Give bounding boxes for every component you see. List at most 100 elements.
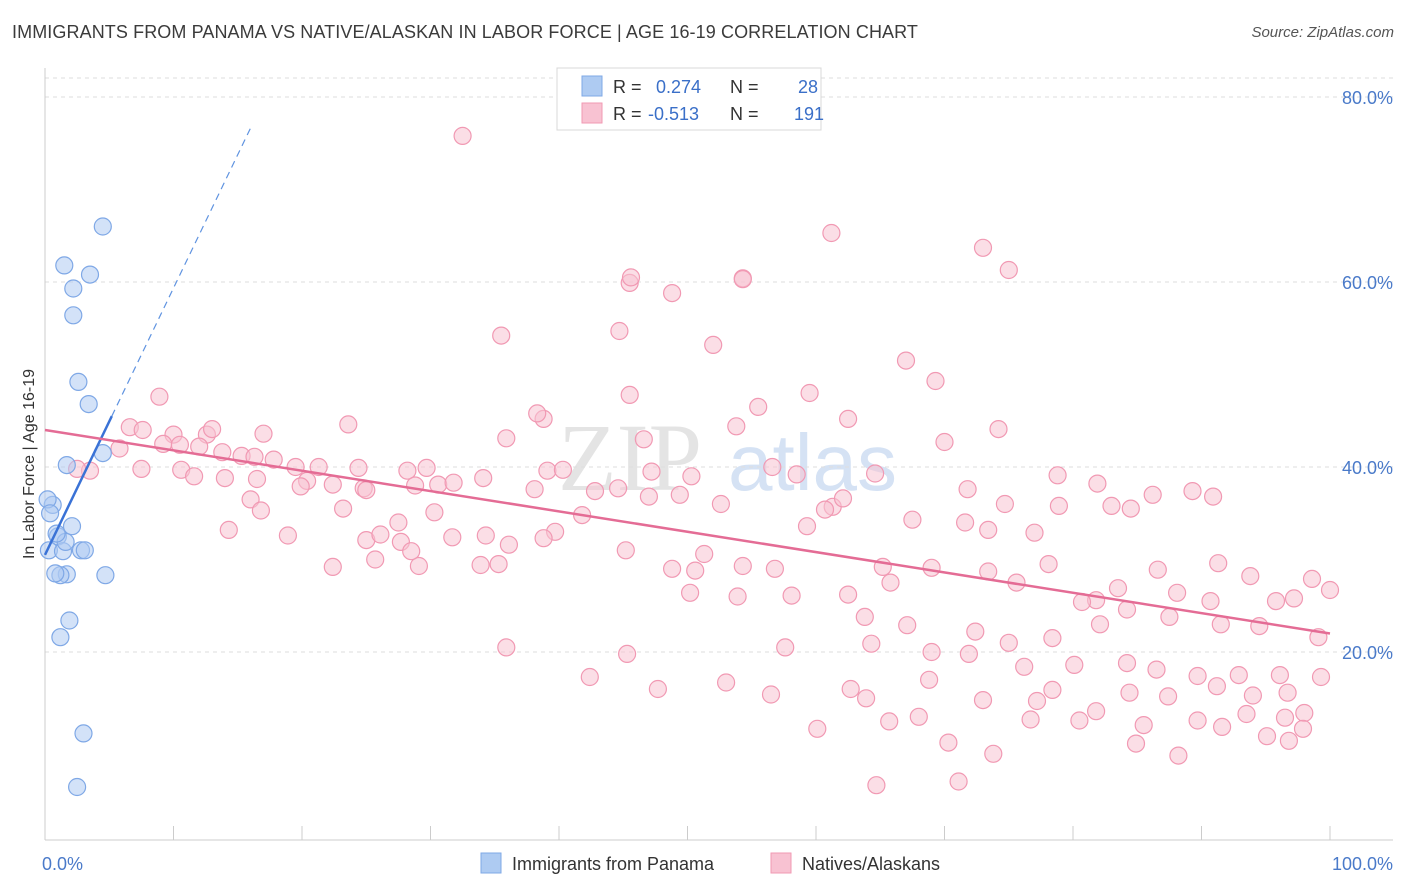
point-natives-68 xyxy=(444,473,463,492)
point-natives-19 xyxy=(150,387,169,406)
point-natives-49 xyxy=(474,469,493,488)
point-natives-116 xyxy=(323,557,342,577)
point-natives-23 xyxy=(989,420,1008,439)
point-natives-181 xyxy=(1237,704,1256,724)
point-natives-97 xyxy=(278,526,297,545)
point-natives-125 xyxy=(881,573,900,592)
point-natives-166 xyxy=(1207,677,1227,696)
y-tick-label-20: 20.0% xyxy=(1342,643,1393,663)
axes xyxy=(44,68,1393,841)
point-panama-3 xyxy=(64,279,83,298)
point-natives-38 xyxy=(245,447,264,466)
point-natives-99 xyxy=(371,525,390,544)
point-natives-190 xyxy=(1070,711,1089,730)
point-natives-139 xyxy=(855,607,874,627)
point-panama-1 xyxy=(55,256,74,275)
point-natives-32 xyxy=(254,424,273,443)
point-natives-107 xyxy=(733,556,752,576)
point-natives-184 xyxy=(808,719,827,738)
point-natives-158 xyxy=(1270,665,1290,685)
point-natives-0 xyxy=(453,126,472,145)
bottom-legend-label-panama: Immigrants from Panama xyxy=(512,854,715,874)
point-natives-136 xyxy=(1108,579,1128,598)
point-panama-4 xyxy=(64,306,83,325)
point-natives-122 xyxy=(686,561,705,580)
point-natives-50 xyxy=(538,461,557,480)
point-natives-162 xyxy=(919,670,939,689)
point-natives-61 xyxy=(247,469,267,489)
point-natives-85 xyxy=(334,499,353,518)
point-natives-22 xyxy=(838,409,858,428)
point-natives-47 xyxy=(398,461,417,480)
point-natives-134 xyxy=(782,586,801,605)
point-natives-137 xyxy=(1284,589,1304,608)
point-natives-70 xyxy=(585,482,605,501)
point-natives-163 xyxy=(1043,680,1062,700)
point-natives-129 xyxy=(1167,583,1187,602)
point-natives-24 xyxy=(497,429,516,448)
point-natives-53 xyxy=(682,467,701,486)
point-natives-165 xyxy=(1158,687,1178,706)
point-natives-118 xyxy=(409,556,428,576)
point-natives-168 xyxy=(1278,683,1297,702)
point-natives-160 xyxy=(617,644,637,664)
point-natives-20 xyxy=(339,415,358,434)
point-natives-174 xyxy=(841,679,860,699)
point-natives-63 xyxy=(323,475,342,494)
point-natives-8 xyxy=(662,284,682,303)
point-natives-5 xyxy=(621,268,641,287)
point-natives-69 xyxy=(525,480,544,499)
point-natives-177 xyxy=(1027,691,1047,711)
point-natives-191 xyxy=(1126,734,1146,753)
point-panama-22 xyxy=(51,628,70,647)
legend-n-value-2: 191 xyxy=(794,104,824,124)
point-natives-145 xyxy=(1160,607,1179,627)
point-natives-178 xyxy=(1086,702,1106,721)
point-natives-78 xyxy=(1121,499,1140,518)
point-panama-26 xyxy=(40,504,60,523)
chart-source: Source: ZipAtlas.com xyxy=(1251,24,1394,41)
point-natives-170 xyxy=(580,667,599,687)
point-natives-103 xyxy=(499,535,518,554)
point-natives-180 xyxy=(1188,711,1207,730)
point-natives-141 xyxy=(966,622,985,641)
point-natives-173 xyxy=(761,685,781,704)
point-natives-161 xyxy=(776,638,795,657)
point-natives-182 xyxy=(1275,708,1295,727)
point-natives-91 xyxy=(815,500,835,519)
point-panama-5 xyxy=(69,372,88,391)
point-natives-105 xyxy=(616,541,635,560)
point-natives-18 xyxy=(528,404,547,423)
series-natives-points xyxy=(67,126,1340,795)
point-natives-73 xyxy=(711,494,731,514)
trend-line-panama xyxy=(43,415,113,556)
point-natives-186 xyxy=(909,707,928,726)
point-natives-179 xyxy=(1134,715,1153,735)
point-natives-157 xyxy=(1229,665,1248,685)
point-natives-202 xyxy=(608,479,628,498)
point-natives-72 xyxy=(670,485,689,504)
point-panama-2 xyxy=(80,265,100,284)
bottom-legend: Immigrants from Panama Natives/Alaskans xyxy=(480,852,940,874)
point-panama-0 xyxy=(93,217,112,236)
point-natives-16 xyxy=(749,397,768,416)
x-tick-label-right: 100.0% xyxy=(1332,854,1393,874)
point-natives-104 xyxy=(534,529,553,548)
point-panama-23 xyxy=(74,724,93,743)
point-natives-113 xyxy=(1209,554,1228,573)
point-natives-117 xyxy=(366,550,385,569)
point-natives-195 xyxy=(1279,731,1299,750)
point-natives-175 xyxy=(856,689,876,708)
point-natives-46 xyxy=(349,458,368,477)
point-natives-199 xyxy=(219,520,238,540)
point-natives-119 xyxy=(471,555,490,575)
point-panama-10 xyxy=(62,517,82,536)
point-natives-3 xyxy=(999,260,1018,280)
point-panama-8 xyxy=(57,456,76,475)
point-natives-75 xyxy=(958,480,977,499)
point-natives-9 xyxy=(492,326,511,345)
chart-title: IMMIGRANTS FROM PANAMA VS NATIVE/ALASKAN… xyxy=(12,22,919,42)
point-natives-176 xyxy=(973,690,993,710)
legend-r-value-2: -0.513 xyxy=(648,104,699,124)
point-natives-143 xyxy=(1043,628,1062,648)
